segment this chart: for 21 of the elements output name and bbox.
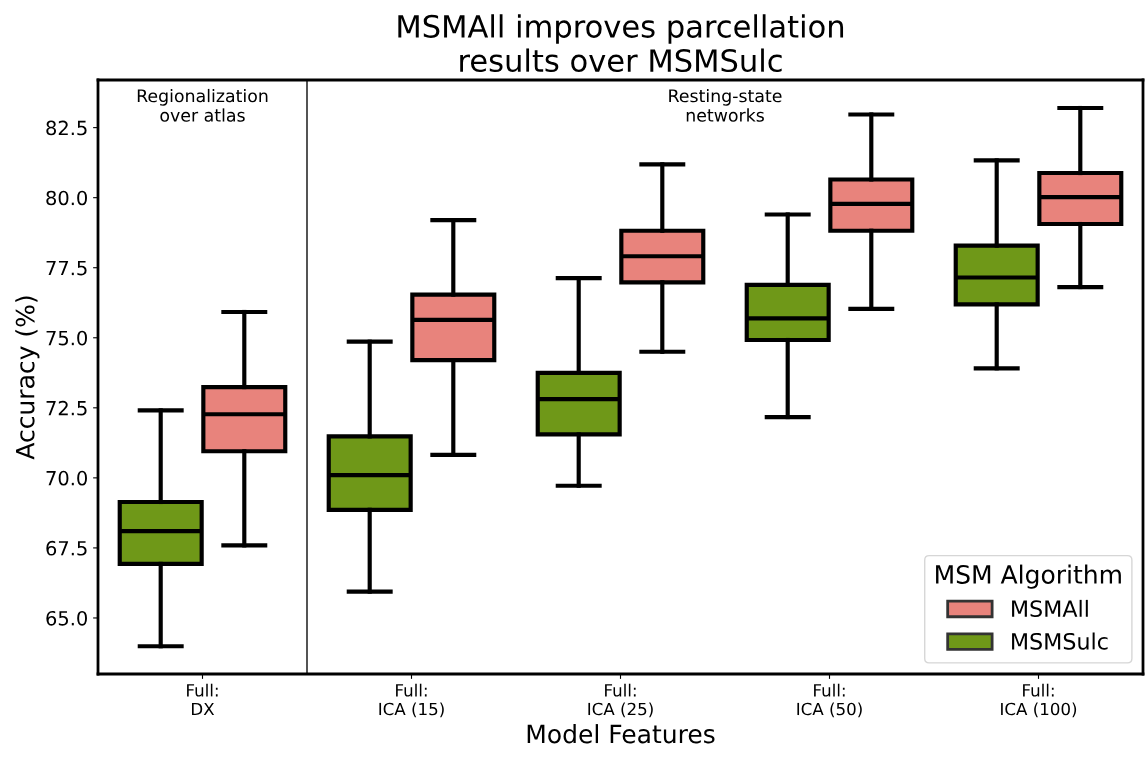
annotation: Regionalization over atlas	[137, 88, 268, 122]
chart-title: MSMAll improves parcellation results over MSMSulc	[398, 14, 844, 73]
y-tick-label: 70.0	[46, 470, 87, 486]
x-tick-label: Full: ICA (25)	[588, 683, 653, 718]
legend-label: MSMAll	[1012, 599, 1088, 618]
annotation: Resting-state networks	[669, 88, 782, 122]
y-tick-label: 82.5	[46, 120, 87, 136]
y-tick-label: 80.0	[46, 190, 87, 206]
x-tick-label: Full: DX	[187, 683, 218, 716]
legend-label: MSMSulc	[1012, 632, 1108, 650]
y-tick-label: 65.0	[46, 610, 87, 626]
y-tick-label: 67.5	[46, 540, 87, 556]
y-tick-label: 77.5	[46, 260, 87, 276]
y-tick-label: 75.0	[46, 330, 87, 346]
legend-title: MSM Algorithm	[936, 564, 1121, 589]
x-tick-label: Full: ICA (100)	[1001, 683, 1077, 718]
x-tick-label: Full: ICA (15)	[379, 683, 444, 718]
y-axis-title: Accuracy (%)	[15, 296, 40, 460]
x-tick-label: Full: ICA (50)	[797, 683, 862, 718]
y-tick-label: 72.5	[46, 400, 87, 416]
x-axis-title: Model Features	[527, 724, 715, 744]
